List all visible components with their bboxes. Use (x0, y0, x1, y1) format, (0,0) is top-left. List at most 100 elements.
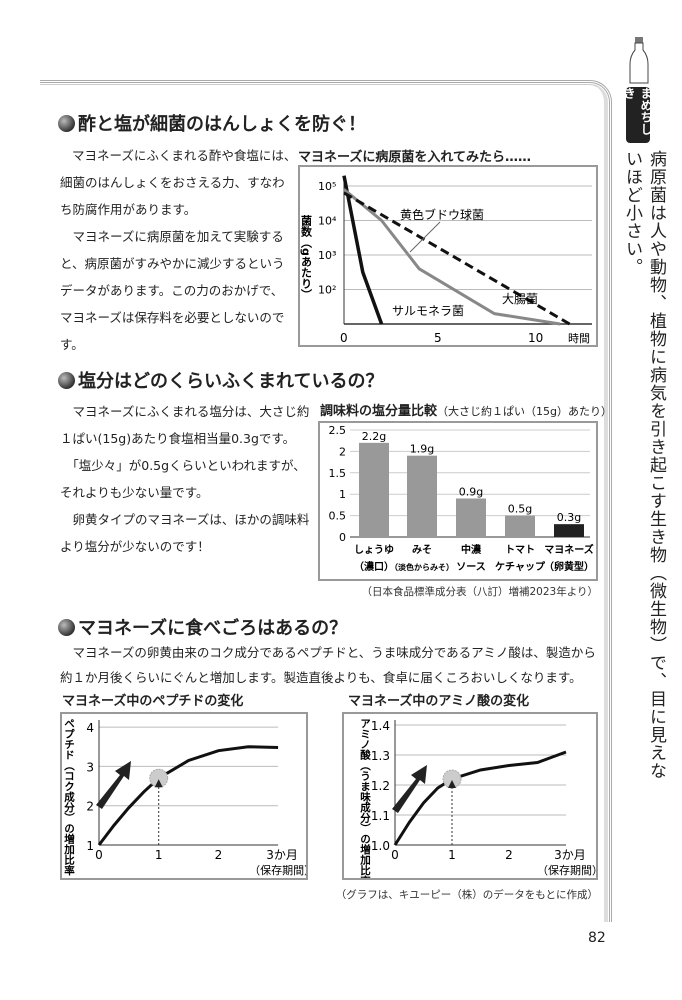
arrowhead (448, 780, 456, 788)
y-tick-label: 2 (86, 800, 94, 814)
chart4-plot: 1.0 1.1 1.2 1.3 1.4 0 1 2 3か月（保存期間） アミノ酸（うま味成分）の増… (359, 718, 603, 887)
chart3-title: マヨネーズ中のペプチドの変化 (62, 694, 244, 709)
leader-line (409, 221, 441, 253)
category-label: 中濃 (461, 543, 482, 556)
y-tick-label: 1.2 (371, 779, 390, 793)
page-number: 82 (588, 930, 606, 946)
bar (359, 442, 389, 537)
bullet-icon (58, 618, 75, 636)
y-axis-label: 菌数（gあたり） (300, 214, 313, 300)
series-line (343, 191, 571, 326)
chart2-plot: 0 0.5 1 1.5 2 2.5 2.2g しょうゆ （濃口） 1.9g みそ （淡色からみそ） 0.… (329, 424, 595, 573)
bar-data-label: 0.5g (508, 503, 532, 516)
y-tick-label: 0.5 (329, 510, 347, 523)
y-tick-label: 1.0 (371, 839, 390, 853)
y-tick-label: 2 (339, 445, 346, 458)
x-tick-label: 2 (505, 848, 513, 862)
curve-line (97, 745, 279, 846)
y-axis-label: アミノ酸（うま味成分）の増加比率 (359, 718, 371, 878)
y-tick-label: 10³ (318, 249, 336, 262)
x-axis-label: 3か月 (554, 848, 586, 862)
section1-intro: マヨネーズにふくまれる酢や食塩には、 (60, 142, 620, 169)
y-tick-label: 1.4 (371, 719, 390, 733)
x-axis-label: 3か月 (266, 848, 298, 862)
arrowhead (154, 779, 163, 788)
chart2-subtitle: （大さじ約１ぱい（15g）あたり） (437, 405, 612, 418)
page-frame (40, 80, 612, 922)
chart4-box: 1.0 1.1 1.2 1.3 1.4 0 1 2 3か月（保存期間） アミノ酸（うま味成分）の増… (342, 712, 603, 887)
starburst-icon (442, 769, 462, 789)
series-label: 黄色ブドウ球菌 (400, 207, 484, 222)
chart2-title: 調味料の塩分量比較（大さじ約１ぱい（15g）あたり） (320, 400, 612, 419)
category-label: （卵黄型） (544, 560, 594, 573)
category-label: マヨネーズ (544, 543, 594, 556)
section1-heading-text: 酢と塩が細菌のはんしょくを防ぐ！ (78, 114, 366, 135)
increase-arrow-icon (392, 765, 427, 813)
x-axis-label: 時間 (568, 332, 590, 345)
bottle-icon (629, 37, 649, 84)
curve-line (393, 750, 567, 846)
category-label: ソース (456, 561, 486, 573)
chart2-source: （日本食品標準成分表（八訂）増補2023年より） (361, 586, 598, 598)
y-tick-label: 10² (318, 284, 336, 297)
category-label: トマト (505, 544, 535, 556)
y-tick-label: 2.5 (329, 424, 347, 437)
y-tick-label: 1.1 (371, 809, 390, 823)
y-tick-label: 10⁴ (318, 215, 337, 228)
chart2-title-text: 調味料の塩分量比較 (320, 404, 438, 419)
chart1-plot: 10⁵ 10⁴ 10³ 10² 0 5 10 時間 菌数（gあたり） 黄色ブドウ球菌大腸菌サルモネ… (300, 175, 592, 345)
x-axis-sublabel: （保存期間） (249, 863, 306, 877)
x-tick-label: 10 (528, 331, 543, 345)
bullet-icon (58, 114, 75, 132)
y-tick-label: 1.5 (329, 467, 347, 480)
x-axis-sublabel: （保存期間） (537, 863, 596, 877)
category-label: （濃口） (354, 560, 394, 573)
sidebar-note: 病原菌は人や動物、植物に病気を引き起こす生き物（微生物）で、目に見えないほど小さ… (622, 150, 666, 780)
page-frame-inner (40, 84, 608, 922)
series-line (343, 188, 561, 326)
x-tick-label: 0 (340, 331, 348, 345)
y-tick-label: 4 (86, 721, 94, 735)
starburst-icon (149, 768, 169, 788)
chart1-title: マヨネーズに病原菌を入れてみたら…… (298, 150, 531, 165)
y-tick-label: 3 (86, 760, 94, 774)
section3-heading: マヨネーズに食べごろはあるの？ (58, 614, 347, 640)
section2-heading: 塩分はどのくらいふくまれているの？ (58, 367, 383, 393)
category-label: （淡色からみそ） (390, 562, 454, 572)
bar-data-label: 0.3g (557, 511, 581, 524)
mamechishiki-tag: まめちしき (622, 87, 653, 143)
bar (505, 515, 535, 537)
y-tick-label: 0 (339, 531, 346, 544)
x-tick-label: 1 (448, 848, 456, 862)
section3-body: マヨネーズの卵黄由来のコク成分であるペプチドと、うま味成分であるアミノ酸は、製造… (60, 645, 596, 685)
section1-heading: 酢と塩が細菌のはんしょくを防ぐ！ (58, 110, 366, 136)
bullet-icon (58, 371, 75, 389)
chart1-box: 10⁵ 10⁴ 10³ 10² 0 5 10 時間 菌数（gあたり） 黄色ブドウ球菌 大腸菌 サルモネ… (298, 165, 598, 347)
series-label: サルモネラ菌 (392, 304, 464, 318)
chart2-box: 0 0.5 1 1.5 2 2.5 2.2g しょうゆ （濃口） 1.9g みそ （淡色からみそ） 0.… (318, 421, 598, 581)
series-line (342, 175, 384, 325)
y-tick-label: 1.3 (371, 749, 390, 763)
x-tick-label: 1 (155, 848, 163, 862)
bar (407, 455, 437, 537)
section2-body: マヨネーズにふくまれる塩分は、大さじ約 １ぱい(15g)あたり食塩相当量0.3g… (60, 404, 310, 554)
section3-heading-text: マヨネーズに食べごろはあるの？ (78, 618, 348, 639)
x-tick-label: 0 (391, 848, 399, 862)
y-tick-label: 1 (86, 839, 94, 853)
y-tick-label: 1 (339, 488, 346, 501)
x-tick-label: 0 (95, 848, 103, 862)
chart-source: （グラフは、キユーピー（株）のデータをもとに作成） (335, 889, 598, 901)
x-tick-label: 2 (215, 848, 223, 862)
category-label: みそ (412, 544, 432, 556)
category-label: しょうゆ (354, 544, 394, 556)
increase-arrow-icon (96, 761, 131, 809)
series-label: 大腸菌 (502, 292, 538, 306)
section2-heading-text: 塩分はどのくらいふくまれているの？ (78, 371, 384, 392)
bar-data-label: 1.9g (410, 443, 434, 456)
x-tick-label: 5 (434, 331, 442, 345)
bar-data-label: 0.9g (459, 485, 483, 498)
category-label: ケチャップ (495, 560, 546, 573)
bar-data-label: 2.2g (362, 430, 386, 443)
